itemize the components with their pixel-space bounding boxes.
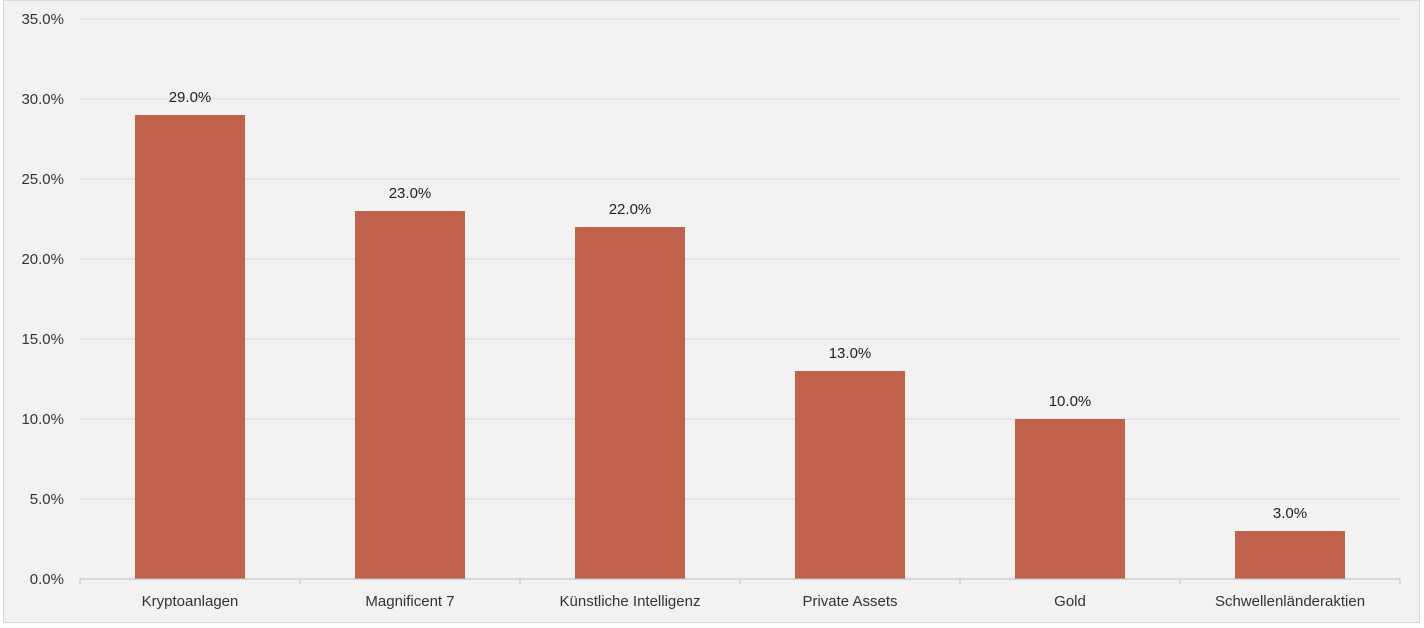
- x-tick-label: Kryptoanlagen: [142, 593, 239, 610]
- bar: [1235, 531, 1345, 579]
- y-tick-label: 35.0%: [21, 11, 64, 28]
- y-tick-label: 5.0%: [30, 491, 64, 508]
- y-axis-tick-labels: 0.0% 5.0% 10.0% 15.0% 20.0% 25.0% 30.0% 35.0%: [21, 11, 64, 588]
- data-label: 13.0%: [829, 345, 872, 362]
- gridlines: [80, 18, 1400, 500]
- x-tick-label: Schwellenländeraktien: [1215, 593, 1365, 610]
- data-label: 23.0%: [389, 185, 432, 202]
- data-label: 10.0%: [1049, 393, 1092, 410]
- data-label: 3.0%: [1273, 505, 1307, 522]
- bar: [355, 211, 465, 579]
- bar: [1015, 419, 1125, 579]
- y-tick-label: 15.0%: [21, 331, 64, 348]
- y-tick-label: 0.0%: [30, 571, 64, 588]
- bar: [575, 227, 685, 579]
- bar: [795, 371, 905, 579]
- y-tick-label: 20.0%: [21, 251, 64, 268]
- data-label: 29.0%: [169, 89, 212, 106]
- bar: [135, 115, 245, 579]
- y-tick-label: 25.0%: [21, 171, 64, 188]
- x-tick-label: Gold: [1054, 593, 1086, 610]
- x-tick-label: Künstliche Intelligenz: [560, 593, 701, 610]
- x-axis-tick-labels: Kryptoanlagen Magnificent 7 Künstliche Int…: [142, 593, 1365, 610]
- y-tick-label: 10.0%: [21, 411, 64, 428]
- bars: [135, 115, 1345, 579]
- x-tick-label: Magnificent 7: [365, 593, 454, 610]
- x-tick-label: Private Assets: [802, 593, 897, 610]
- x-axis: [79, 578, 1401, 584]
- data-label: 22.0%: [609, 201, 652, 218]
- y-tick-label: 30.0%: [21, 91, 64, 108]
- data-labels: 29.0% 23.0% 22.0% 13.0% 10.0% 3.0%: [169, 89, 1307, 522]
